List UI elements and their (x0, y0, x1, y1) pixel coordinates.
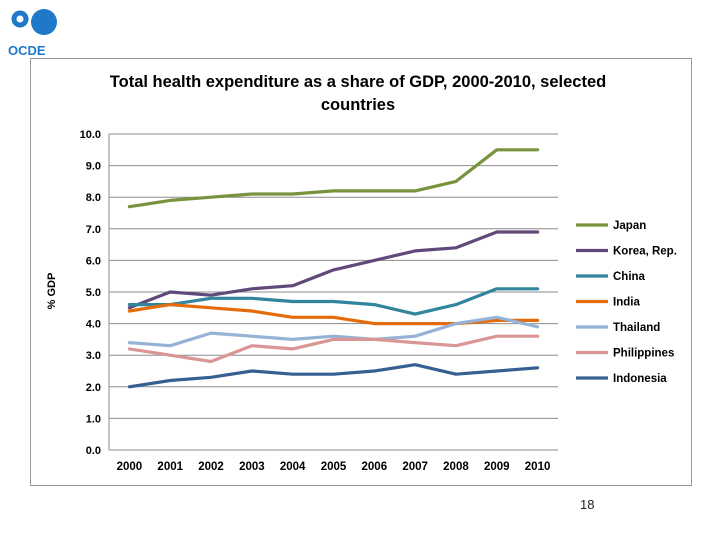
oecd-logo-disc (31, 9, 57, 35)
y-tick-label: 5.0 (86, 287, 101, 299)
chart-title-line-1: Total health expenditure as a share of G… (110, 73, 606, 91)
y-tick-label: 4.0 (86, 319, 101, 331)
oecd-logo-text: OCDE (8, 43, 46, 58)
y-tick-label: 1.0 (86, 413, 101, 425)
page-number: 18 (580, 497, 595, 512)
y-axis-label: % GDP (46, 273, 58, 310)
legend-label-china: China (613, 271, 646, 283)
axes: 0.0 1.0 2.0 3.0 4.0 5.0 6.0 7.0 8.0 9.0 10.0 2000 20… (80, 129, 558, 473)
y-tick-label: 10.0 (80, 129, 101, 141)
y-tick-label: 9.0 (86, 161, 101, 173)
x-tick-label: 2006 (362, 461, 388, 473)
x-tick-label: 2007 (402, 461, 428, 473)
x-tick-label: 2002 (198, 461, 224, 473)
series-line-china (127, 287, 540, 316)
x-tick-label: 2009 (484, 461, 510, 473)
series-line-korea-rep (127, 230, 540, 310)
legend-label-thailand: Thailand (613, 322, 660, 334)
series-line-thailand (127, 315, 540, 348)
series-line-philippines (127, 334, 540, 364)
x-tick-label: 2003 (239, 461, 265, 473)
y-tick-label: 7.0 (86, 224, 101, 236)
oecd-logo: OCDE (8, 9, 57, 58)
x-tick-label: 2008 (443, 461, 469, 473)
legend-label-indonesia: Indonesia (613, 373, 667, 385)
y-tick-label: 0.0 (86, 445, 101, 457)
x-tick-label: 2004 (280, 461, 306, 473)
legend: Japan Korea, Rep. China India Thailand Philip… (576, 220, 677, 385)
x-tick-label: 2001 (157, 461, 183, 473)
legend-label-philippines: Philippines (613, 348, 674, 360)
oecd-logo-ring (11, 10, 29, 28)
series-line-indonesia (127, 363, 540, 389)
y-tick-label: 3.0 (86, 350, 101, 362)
x-tick-label: 2005 (321, 461, 347, 473)
y-tick-label: 8.0 (86, 192, 101, 204)
legend-label-india: India (613, 297, 640, 309)
legend-label-japan: Japan (613, 220, 646, 232)
chart-area: Total health expenditure as a share of G… (30, 58, 692, 486)
series-line-japan (127, 148, 540, 209)
x-tick-label: 2010 (525, 461, 551, 473)
line-chart: Total health expenditure as a share of G… (46, 73, 677, 473)
legend-label-korea-rep: Korea, Rep. (613, 246, 677, 258)
y-tick-label: 2.0 (86, 382, 101, 394)
x-tick-label: 2000 (117, 461, 143, 473)
chart-title-line-2: countries (321, 96, 395, 114)
series-lines (127, 148, 540, 389)
y-tick-label: 6.0 (86, 255, 101, 267)
